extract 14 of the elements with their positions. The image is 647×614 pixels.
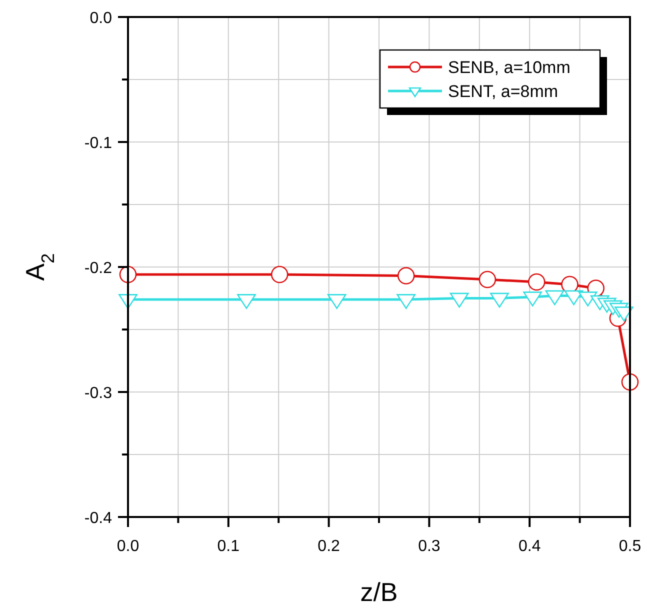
x-tick-label: 0.3 — [418, 538, 440, 555]
legend-label: SENB, a=10mm — [448, 58, 570, 77]
y-tick-label: -0.4 — [84, 510, 112, 527]
x-axis-title: z/B — [360, 577, 398, 607]
y-tick-label: -0.1 — [84, 135, 112, 152]
y-tick-label: -0.3 — [84, 385, 112, 402]
x-tick-label: 0.1 — [217, 538, 240, 555]
x-tick-label: 0.5 — [618, 538, 642, 555]
x-tick-label: 0.0 — [116, 538, 140, 555]
x-tick-label: 0.4 — [518, 538, 541, 555]
y-tick-label: 0.0 — [90, 10, 112, 27]
x-tick-label: 0.2 — [318, 538, 340, 555]
y-tick-label: -0.2 — [84, 260, 112, 277]
legend-label: SENT, a=8mm — [448, 82, 558, 101]
